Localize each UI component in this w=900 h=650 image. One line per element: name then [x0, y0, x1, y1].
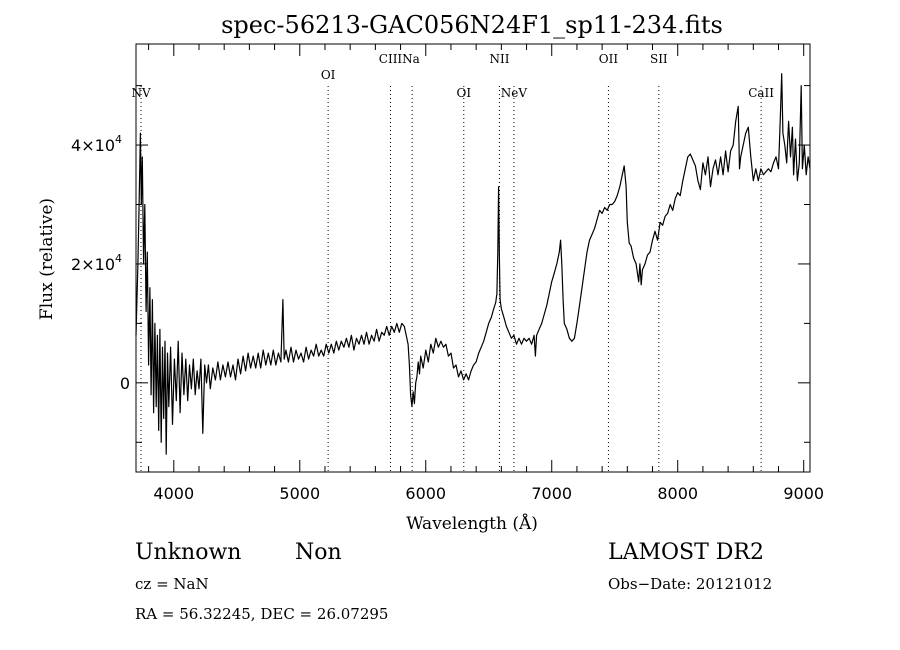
- plot-frame: [135, 43, 811, 473]
- emission-line-label: CIIINa: [379, 52, 420, 66]
- y-tick-label: 4×104: [71, 133, 122, 155]
- x-tick-label: 6000: [405, 484, 446, 503]
- x-tick-label: 7000: [531, 484, 572, 503]
- y-tick-label: 0: [120, 374, 130, 393]
- x-tick-label: 5000: [279, 484, 320, 503]
- object-class-label: Unknown: [135, 540, 242, 565]
- emission-line-label: CaII: [748, 86, 774, 100]
- y-axis-ticks: 0 2×104 4×104: [71, 85, 810, 443]
- emission-line-label: SII: [650, 52, 668, 66]
- emission-line-label: OI: [321, 68, 336, 82]
- x-tick-label: 9000: [783, 484, 824, 503]
- y-tick-label: 2×104: [71, 252, 122, 274]
- x-axis-ticks: 4000 5000 6000 7000 8000 9000: [148, 44, 824, 503]
- redshift-line: cz = NaN: [135, 575, 209, 593]
- x-axis-label: Wavelength (Å): [406, 513, 538, 534]
- emission-line-label: NII: [489, 52, 509, 66]
- emission-line-label: NeV: [501, 86, 528, 100]
- emission-line-label: OI: [457, 86, 472, 100]
- coordinates-line: RA = 56.32245, DEC = 26.07295: [135, 605, 389, 623]
- x-tick-label: 4000: [153, 484, 194, 503]
- object-subclass-label: Non: [295, 540, 342, 565]
- emission-line-label: OII: [599, 52, 619, 66]
- survey-label: LAMOST DR2: [608, 540, 764, 565]
- emission-line-markers: [140, 86, 762, 472]
- obs-date-line: Obs−Date: 20121012: [608, 575, 773, 593]
- emission-line-labels: NV OI CIIINa OI NII NeV OII SII CaII: [131, 52, 774, 100]
- spectrum-series-line: [135, 73, 811, 455]
- emission-line-label: NV: [131, 86, 151, 100]
- y-axis-label: Flux (relative): [37, 198, 57, 320]
- chart-title: spec-56213-GAC056N24F1_sp11-234.fits: [221, 11, 723, 39]
- x-tick-label: 8000: [657, 484, 698, 503]
